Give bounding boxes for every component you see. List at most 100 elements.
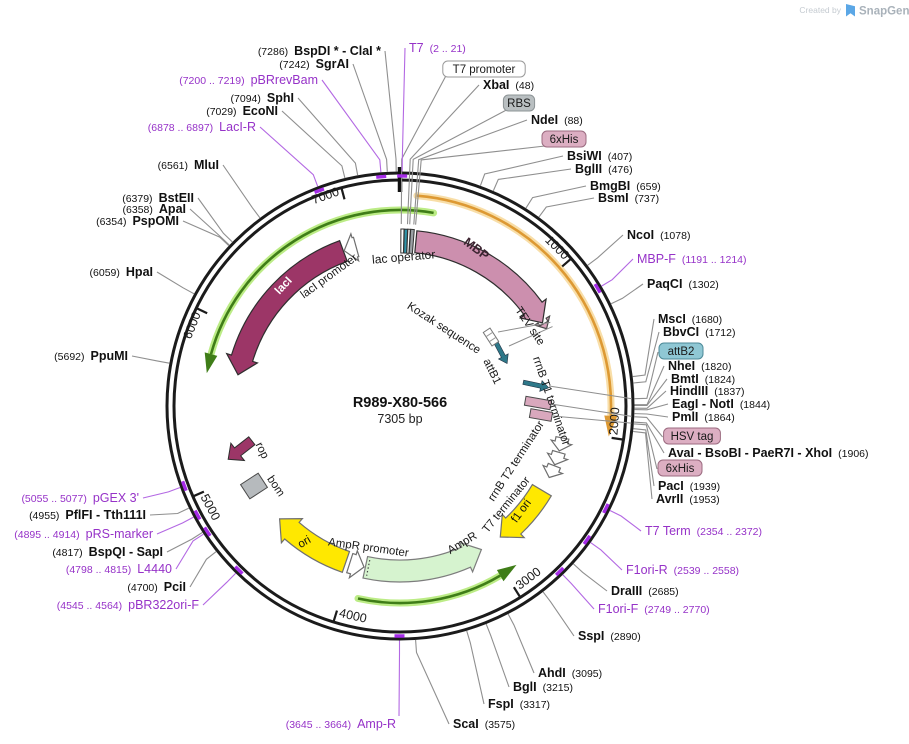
- enzyme-label-sgrai: (7242) SgrAI: [279, 57, 388, 172]
- enzyme-label-avrii: AvrII (1953): [633, 430, 720, 506]
- enzyme-label-eagi-noti: EagI - NotI (1844): [634, 397, 770, 411]
- svg-text:(4895 .. 4914)pRS-marker: (4895 .. 4914) pRS-marker: [14, 527, 153, 541]
- svg-text:F1ori-R(2539 .. 2558): F1ori-R (2539 .. 2558): [626, 563, 739, 577]
- feature-f1-ori: [499, 483, 553, 539]
- svg-text:AvaI - BsoBI - PaeR7I - XhoI(1: AvaI - BsoBI - PaeR7I - XhoI (1906): [668, 446, 869, 460]
- inner-label-attb1: attB1: [480, 357, 503, 386]
- feature-text-ori: ori: [296, 534, 313, 551]
- svg-text:3000: 3000: [513, 565, 544, 593]
- svg-text:BglII(476): BglII (476): [575, 162, 633, 176]
- feature-rrnb-t1-terminator: [549, 435, 574, 452]
- svg-text:(5055 .. 5077)pGEX 3': (5055 .. 5077) pGEX 3': [21, 491, 139, 505]
- enzyme-label-pmli: PmlI (1864): [634, 410, 735, 424]
- plasmid-backbone-ring: [165, 167, 635, 641]
- enzyme-label-pcii: (4700) PciI: [127, 551, 217, 594]
- svg-text:(7286)BspDI * - ClaI *: (7286) BspDI * - ClaI *: [258, 44, 381, 58]
- primer-label-t7-term: T7 Term (2354 .. 2372): [602, 503, 762, 538]
- svg-text:(7094)SphI: (7094) SphI: [231, 91, 294, 105]
- enzyme-label-sspi: SspI (2890): [542, 591, 641, 643]
- svg-text:BmgBI(659): BmgBI (659): [590, 179, 661, 193]
- svg-text:XbaI(48): XbaI (48): [483, 78, 534, 92]
- snapgene-brand-text: SnapGene: [859, 6, 909, 18]
- feature-rrnb-t2-terminator: [546, 449, 570, 466]
- orf-laci: [204, 206, 438, 374]
- enzyme-label-apai: (6358) ApaI: [123, 202, 230, 246]
- glyph-leader-line: [552, 415, 632, 424]
- enzyme-label-mlui: (6561) MluI: [158, 158, 261, 219]
- enzyme-label-pspomi: (6354) PspOMI: [96, 214, 230, 247]
- svg-text:ScaI(3575): ScaI (3575): [453, 717, 515, 731]
- svg-text:MBP-F(1191 .. 1214): MBP-F (1191 .. 1214): [637, 252, 747, 266]
- svg-text:6xHis: 6xHis: [666, 463, 695, 475]
- enzyme-label-ncoi: NcoI (1078): [587, 228, 690, 266]
- enzyme-label-ahdi: AhdI (3095): [507, 613, 602, 680]
- inner-label-rop: rop: [253, 441, 271, 461]
- enzyme-label-hpai: (6059) HpaI: [90, 265, 195, 295]
- svg-text:BsiWI(407): BsiWI (407): [567, 149, 632, 163]
- svg-text:BbvCI(1712): BbvCI (1712): [663, 325, 735, 339]
- svg-text:BglI(3215): BglI (3215): [513, 680, 573, 694]
- scale-tick-4000: 4000: [332, 606, 368, 626]
- enzyme-label-econi: (7029) EcoNI: [206, 104, 346, 179]
- svg-text:(6059)HpaI: (6059) HpaI: [90, 265, 153, 279]
- svg-text:(4700)PciI: (4700) PciI: [127, 580, 186, 594]
- enzyme-label-bgli: BglI (3215): [485, 623, 573, 694]
- svg-text:T7 Term(2354 .. 2372): T7 Term (2354 .. 2372): [645, 524, 762, 538]
- feature-tev-site: [533, 314, 551, 330]
- primer-label-mbp-f: MBP-F (1191 .. 1214): [593, 252, 747, 294]
- svg-text:5000: 5000: [198, 492, 223, 523]
- svg-text:(6354)PspOMI: (6354) PspOMI: [96, 214, 179, 228]
- glyph-leader-line: [497, 321, 551, 333]
- created-by-text: Created by: [799, 5, 841, 15]
- svg-text:6xHis: 6xHis: [550, 134, 579, 146]
- svg-text:HindIII(1837): HindIII (1837): [670, 384, 745, 398]
- glyph-leader-line: [508, 326, 553, 347]
- enzyme-label-avai-bsobi-paer7i-xhoi: AvaI - BsoBI - PaeR7I - XhoI (1906): [633, 421, 869, 460]
- enzyme-label-bsiwi: BsiWI (407): [479, 149, 632, 186]
- glyph-leader-line: [548, 385, 632, 400]
- ampr-signal-boundary: [366, 559, 371, 576]
- inner-label-bom: bom: [264, 474, 286, 499]
- sixhis-glyph: [528, 408, 554, 422]
- feature-ampr-promoter: [345, 549, 365, 580]
- primer-label-laci-r: (6878 .. 6897) LacI-R: [148, 120, 325, 194]
- enzyme-label-hindiii: HindIII (1837): [634, 384, 745, 409]
- svg-text:EagI - NotI(1844): EagI - NotI (1844): [672, 397, 770, 411]
- inner-label-lac-operator: lac operator: [371, 247, 435, 266]
- svg-text:PmlI(1864): PmlI (1864): [672, 410, 735, 424]
- scale-tick-2000: 2000: [606, 407, 623, 441]
- svg-text:(7242)SgrAI: (7242) SgrAI: [279, 57, 349, 71]
- svg-text:T7 promoter: T7 promoter: [453, 64, 516, 76]
- svg-text:(5692)PpuMI: (5692) PpuMI: [54, 349, 128, 363]
- glyph-leader-line: [550, 403, 632, 417]
- feature-ori: [278, 517, 351, 574]
- lac-operator-slats: [400, 228, 415, 255]
- rop-glyph: [227, 436, 256, 462]
- svg-text:FspI(3317): FspI (3317): [488, 697, 550, 711]
- feature-ampr: [362, 541, 483, 583]
- enzyme-label-draiii: DraIII (2685): [573, 563, 679, 598]
- svg-text:NcoI(1078): NcoI (1078): [627, 228, 690, 242]
- svg-text:PaqCI(1302): PaqCI (1302): [647, 277, 719, 291]
- svg-text:(4817)BspQI - SapI: (4817) BspQI - SapI: [52, 545, 163, 559]
- snapgene-watermark: Created by SnapGene: [799, 4, 909, 18]
- svg-text:T7(2 .. 21): T7 (2 .. 21): [409, 41, 466, 55]
- kozak-glyph: [482, 327, 500, 347]
- primer-label-pbr322ori-f: (4545 .. 4564) pBR322ori-F: [57, 565, 244, 612]
- enzyme-label-sphi: (7094) SphI: [231, 91, 359, 176]
- plasmid-size: 7305 bp: [377, 412, 422, 426]
- svg-text:PacI(1939): PacI (1939): [658, 479, 720, 493]
- primer-label-l4440: (4798 .. 4815) L4440: [66, 526, 212, 576]
- feature-box-label-hsv-tag: HSV tag: [634, 416, 721, 445]
- svg-text:(4545 .. 4564)pBR322ori-F: (4545 .. 4564) pBR322ori-F: [57, 598, 200, 612]
- enzyme-label-xbai: XbaI (48): [406, 78, 534, 225]
- enzyme-label-fspi: FspI (3317): [466, 630, 550, 711]
- primer-label-pgex-3: (5055 .. 5077) pGEX 3': [21, 480, 188, 505]
- snapgene-logo-icon: [846, 4, 855, 17]
- plasmid-title: R989-X80-566: [353, 395, 447, 411]
- hsv-tag-glyph: [523, 395, 553, 411]
- attb2-glyph: [522, 379, 550, 392]
- enzyme-label-paqci: PaqCI (1302): [610, 277, 719, 305]
- enzyme-label-pflfi-tth111i: (4955) PflFI - Tth111I: [29, 507, 190, 522]
